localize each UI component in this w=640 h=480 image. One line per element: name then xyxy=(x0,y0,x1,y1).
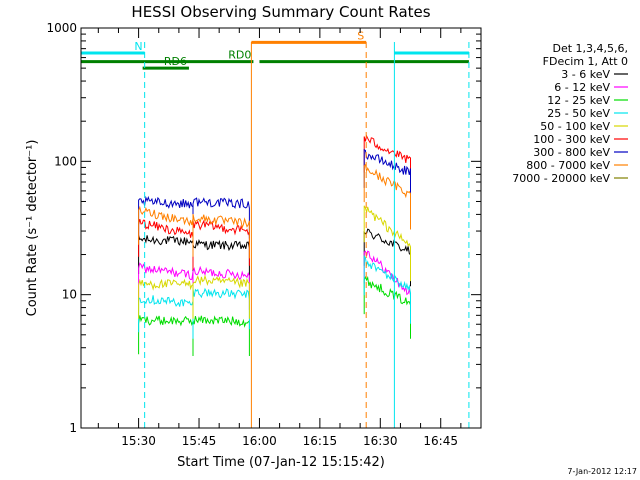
mode-change-lines xyxy=(144,42,470,428)
series-line-7-pass-0 xyxy=(138,205,194,257)
series-line-3-pass-2 xyxy=(363,255,411,324)
flag-label-N: N xyxy=(134,40,142,53)
series-line-1-pass-0 xyxy=(138,262,194,310)
legend-label-0: 3 - 6 keV xyxy=(561,68,610,81)
legend-header: FDecim 1, Att 0 xyxy=(543,55,628,68)
flag-label-RD0: RD0 xyxy=(228,49,251,62)
series-line-3-pass-0 xyxy=(138,295,194,339)
y-tick-label: 1000 xyxy=(46,21,77,35)
series-line-5-pass-2 xyxy=(363,134,411,196)
x-tick-label: 15:30 xyxy=(121,434,156,448)
y-tick-label: 100 xyxy=(54,154,77,168)
axes: 1 10 100 1000 15:30 15:45 16:00 16:15 16:30 16:45 xyxy=(46,21,482,448)
x-tick-label: 16:30 xyxy=(363,434,398,448)
series-line-3-pass-1 xyxy=(192,287,250,330)
legend-label-2: 12 - 25 keV xyxy=(547,94,610,107)
series-line-2-pass-1 xyxy=(192,315,250,356)
timestamp: 7-Jan-2012 12:17 xyxy=(567,467,637,476)
series-line-0-pass-1 xyxy=(192,238,250,282)
legend-label-4: 50 - 100 keV xyxy=(540,120,610,133)
series-line-2-pass-0 xyxy=(138,315,194,356)
legend-label-1: 6 - 12 keV xyxy=(554,81,610,94)
series-line-0-pass-2 xyxy=(363,228,411,287)
series-line-2-pass-2 xyxy=(363,275,411,339)
plot-frame xyxy=(80,27,482,429)
series-line-5-pass-0 xyxy=(138,218,194,270)
series-line-0-pass-0 xyxy=(138,235,194,277)
legend-header: Det 1,3,4,5,6, xyxy=(552,42,628,55)
x-tick-label: 16:00 xyxy=(242,434,277,448)
x-axis-label: Start Time (07-Jan-12 15:15:42) xyxy=(177,455,385,470)
series-line-7-pass-2 xyxy=(363,163,411,230)
x-tick-label: 16:45 xyxy=(423,434,458,448)
series-line-6-pass-2 xyxy=(363,148,411,208)
series-line-6-pass-1 xyxy=(192,197,250,239)
x-tick-label: 16:15 xyxy=(303,434,338,448)
flag-label-RD6: RD6 xyxy=(164,55,187,68)
plot-area xyxy=(138,134,411,356)
flag-bars: N S RD0 RD6 xyxy=(81,29,469,70)
y-tick-label: 10 xyxy=(62,288,77,302)
legend-label-6: 300 - 800 keV xyxy=(533,146,610,159)
series-line-4-pass-2 xyxy=(363,205,411,282)
chart-title: HESSI Observing Summary Count Rates xyxy=(131,3,430,21)
legend-label-3: 25 - 50 keV xyxy=(547,107,610,120)
legend-label-7: 800 - 7000 keV xyxy=(526,159,610,172)
series-line-5-pass-1 xyxy=(192,219,250,266)
series-line-4-pass-0 xyxy=(138,278,194,319)
series-line-4-pass-1 xyxy=(192,274,250,319)
series-line-1-pass-2 xyxy=(363,250,411,330)
x-tick-label: 15:45 xyxy=(182,434,217,448)
series-line-1-pass-1 xyxy=(192,265,250,310)
flag-label-S: S xyxy=(357,29,364,42)
y-tick-label: 1 xyxy=(69,421,77,435)
legend-label-8: 7000 - 20000 keV xyxy=(512,172,610,185)
legend-label-5: 100 - 300 keV xyxy=(533,133,610,146)
legend: Det 1,3,4,5,6,FDecim 1, Att 03 - 6 keV6 … xyxy=(512,42,628,185)
series-line-6-pass-0 xyxy=(138,195,194,239)
series-line-7-pass-1 xyxy=(192,213,250,259)
y-axis-label: Count Rate (s⁻¹ detector⁻¹) xyxy=(25,140,40,317)
